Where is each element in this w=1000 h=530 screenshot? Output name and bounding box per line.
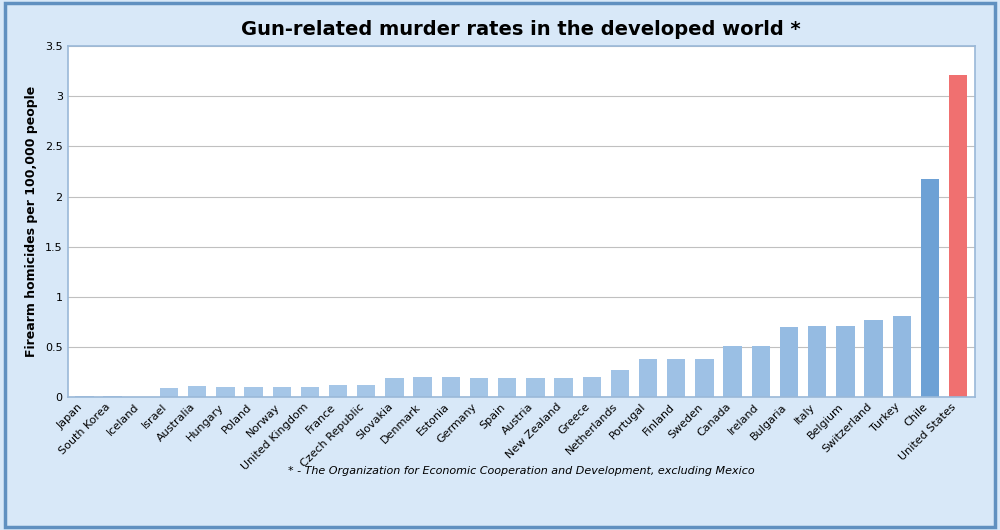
Bar bbox=[583, 377, 601, 397]
Bar bbox=[921, 179, 939, 397]
Bar bbox=[611, 370, 629, 397]
Title: Gun-related murder rates in the developed world *: Gun-related murder rates in the develope… bbox=[241, 20, 801, 39]
Bar bbox=[216, 387, 235, 397]
Bar bbox=[385, 378, 404, 397]
Bar bbox=[413, 377, 432, 397]
Bar bbox=[160, 388, 178, 397]
Bar bbox=[667, 359, 685, 397]
Bar bbox=[244, 387, 263, 397]
Bar bbox=[949, 75, 967, 397]
Y-axis label: Firearm homicides per 100,000 people: Firearm homicides per 100,000 people bbox=[25, 86, 38, 357]
Bar bbox=[864, 320, 883, 397]
Bar bbox=[301, 387, 319, 397]
Bar bbox=[780, 326, 798, 397]
Bar bbox=[75, 396, 94, 397]
Bar bbox=[695, 359, 714, 397]
Bar bbox=[526, 378, 545, 397]
Bar bbox=[836, 325, 855, 397]
Bar bbox=[498, 378, 516, 397]
Bar bbox=[554, 378, 573, 397]
Bar bbox=[273, 387, 291, 397]
Bar bbox=[329, 385, 347, 397]
Bar bbox=[808, 325, 826, 397]
Bar bbox=[442, 377, 460, 397]
Bar bbox=[639, 359, 657, 397]
Bar bbox=[188, 386, 206, 397]
Bar bbox=[470, 378, 488, 397]
Bar bbox=[752, 346, 770, 397]
Text: * - The Organization for Economic Cooperation and Development, excluding Mexico: * - The Organization for Economic Cooper… bbox=[288, 466, 755, 476]
Bar bbox=[723, 346, 742, 397]
Bar bbox=[103, 396, 122, 397]
Bar bbox=[357, 385, 375, 397]
Bar bbox=[893, 316, 911, 397]
